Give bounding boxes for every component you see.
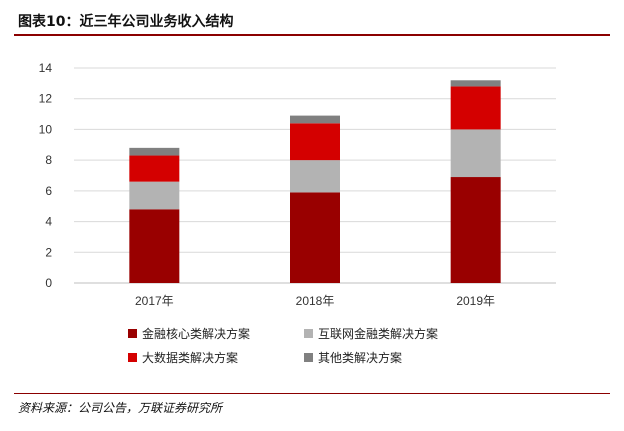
y-tick-label: 4 bbox=[45, 215, 52, 229]
bar-segment bbox=[450, 129, 501, 178]
y-tick-label: 10 bbox=[39, 122, 53, 136]
legend-swatch bbox=[304, 329, 313, 338]
legend-label: 其他类解决方案 bbox=[318, 350, 402, 365]
legend-swatch bbox=[304, 353, 313, 362]
source-note: 资料来源：公司公告，万联证券研究所 bbox=[18, 401, 223, 415]
figure-title: 图表10：近三年公司业务收入结构 bbox=[18, 14, 234, 30]
bar-segment bbox=[129, 147, 180, 156]
bar-segment bbox=[450, 177, 501, 283]
bar-segment bbox=[290, 192, 340, 283]
title-bar: 图表10：近三年公司业务收入结构 bbox=[14, 8, 610, 36]
y-tick-label: 8 bbox=[45, 153, 52, 167]
legend-label: 金融核心类解决方案 bbox=[142, 326, 250, 341]
legend-swatch bbox=[128, 329, 137, 338]
legend-swatch bbox=[128, 353, 137, 362]
bar-segment bbox=[450, 86, 501, 130]
bar-segment bbox=[290, 123, 340, 161]
x-tick-label: 2019年 bbox=[456, 294, 495, 308]
bar-segment bbox=[450, 80, 501, 87]
y-tick-label: 12 bbox=[39, 92, 53, 106]
bar-segment bbox=[129, 181, 180, 210]
bar-segment bbox=[290, 160, 340, 193]
x-axis-ticks: 2017年 2018年 2019年 bbox=[135, 294, 495, 308]
x-tick-label: 2017年 bbox=[135, 294, 174, 308]
y-tick-label: 2 bbox=[45, 245, 52, 259]
y-axis-ticks: 0 2 4 6 8 10 12 14 bbox=[39, 61, 53, 290]
y-tick-label: 6 bbox=[45, 184, 52, 198]
y-tick-label: 0 bbox=[45, 276, 52, 290]
x-tick-label: 2018年 bbox=[296, 294, 335, 308]
y-tick-label: 14 bbox=[39, 61, 53, 75]
legend-label: 互联网金融类解决方案 bbox=[318, 326, 438, 341]
bars bbox=[129, 80, 501, 283]
bar-segment bbox=[290, 115, 340, 124]
legend-label: 大数据类解决方案 bbox=[142, 350, 238, 365]
source-divider bbox=[14, 393, 610, 394]
bar-segment bbox=[129, 209, 180, 283]
bar-segment bbox=[129, 155, 180, 182]
